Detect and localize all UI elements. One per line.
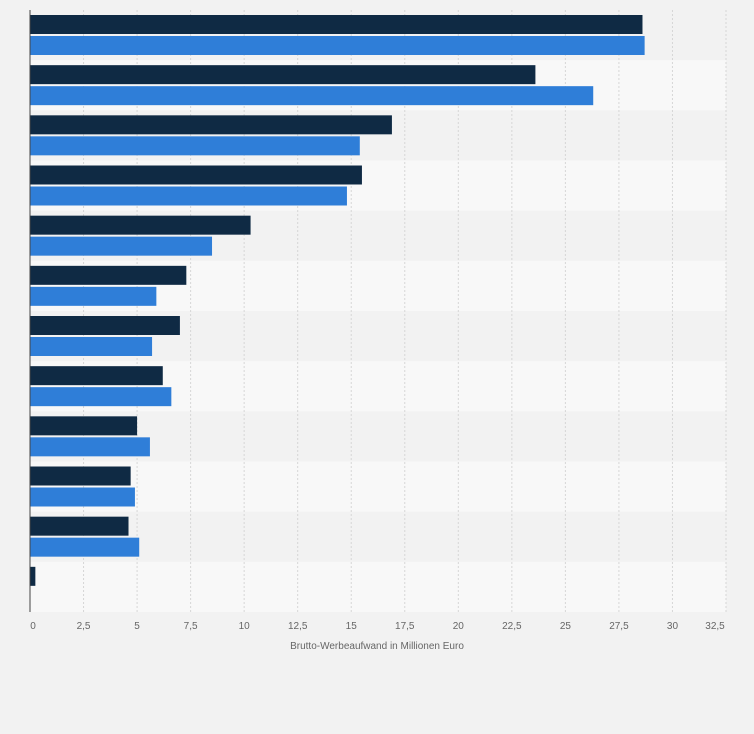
bar[interactable] [30,265,187,285]
x-tick-label: 30 [667,621,679,632]
x-tick-label: 32,5 [705,621,725,632]
bar[interactable] [30,15,643,34]
bar[interactable] [30,566,36,586]
bar[interactable] [30,165,362,185]
bars [30,15,645,586]
bar[interactable] [30,337,153,356]
x-tick-label: 22,5 [502,621,522,632]
x-tick-label: 0 [30,621,36,632]
bar[interactable] [30,316,180,335]
bar[interactable] [30,36,645,55]
row-band [30,511,726,562]
bar[interactable] [30,186,347,206]
row-band [30,461,726,512]
bar[interactable] [30,537,140,557]
x-tick-label: 17,5 [395,621,415,632]
x-tick-label: 10 [239,621,251,632]
x-axis-ticks: 0 2,5 5 7,5 10 12,5 15 17,5 20 22,5 25 27,5 30 32,5 [30,621,725,632]
bar[interactable] [30,86,594,106]
x-tick-label: 7,5 [184,621,198,632]
bar[interactable] [30,136,360,156]
bar[interactable] [30,65,536,85]
bar[interactable] [30,516,129,536]
x-tick-label: 27,5 [609,621,629,632]
x-tick-label: 15 [346,621,358,632]
bar[interactable] [30,387,172,407]
bar[interactable] [30,466,131,486]
bar[interactable] [30,366,163,386]
x-axis-label: Brutto-Werbeaufwand in Millionen Euro [290,641,464,652]
gridlines [83,10,727,612]
x-tick-label: 5 [134,621,140,632]
bar[interactable] [30,437,150,457]
bar[interactable] [30,416,138,436]
bar[interactable] [30,286,157,306]
bar[interactable] [30,236,213,256]
x-tick-label: 2,5 [77,621,91,632]
bar[interactable] [30,115,392,135]
x-tick-label: 25 [560,621,572,632]
x-tick-label: 20 [453,621,465,632]
bar[interactable] [30,215,251,235]
x-tick-label: 12,5 [288,621,308,632]
row-band [30,561,726,612]
bar[interactable] [30,487,135,507]
